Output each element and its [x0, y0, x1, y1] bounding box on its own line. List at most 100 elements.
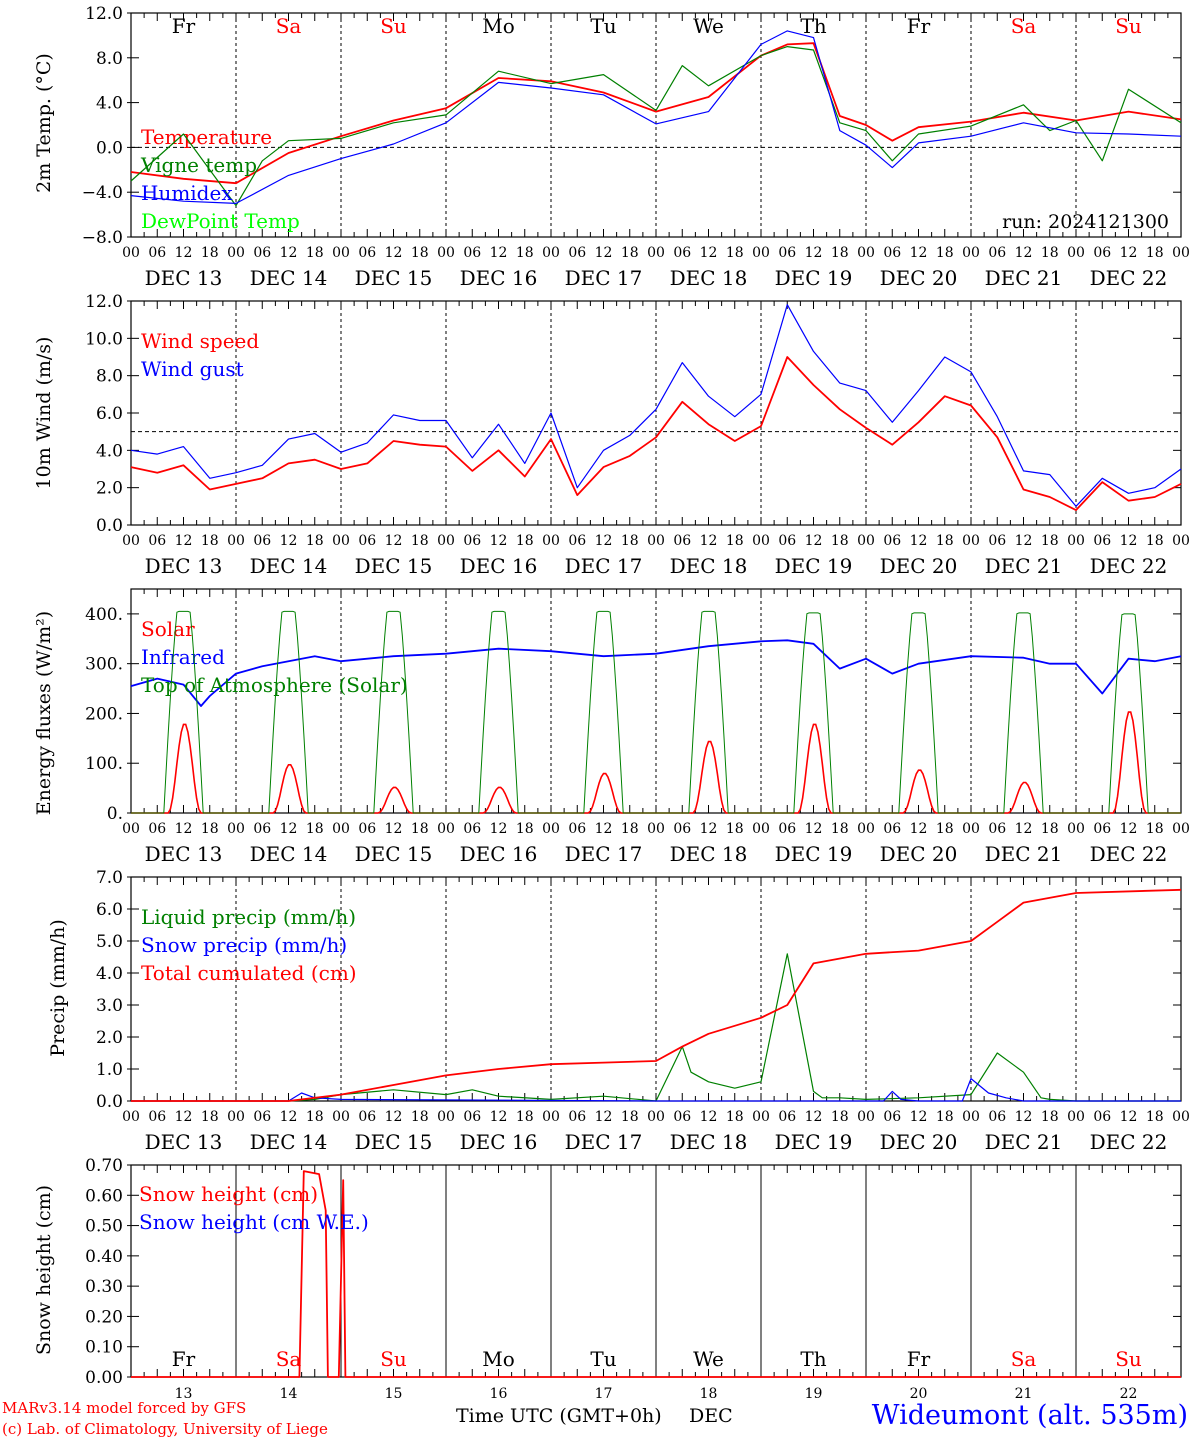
hour-tick-label: 00 [437, 245, 455, 261]
hour-tick-label: 00 [857, 821, 875, 837]
hour-tick-label: 12 [280, 533, 298, 549]
date-label: DEC 22 [1090, 554, 1168, 578]
hour-tick-label: 06 [358, 821, 376, 837]
hour-tick-label: 00 [542, 821, 560, 837]
hour-tick-label: 12 [175, 1109, 193, 1125]
date-label: DEC 14 [250, 1130, 328, 1154]
weekday-label: Su [1115, 14, 1142, 38]
weekday-label: Mo [482, 1347, 515, 1371]
hour-tick-label: 00 [1172, 533, 1190, 549]
hour-tick-label: 18 [621, 245, 639, 261]
hour-tick-label: 18 [411, 245, 429, 261]
hour-tick-label: 06 [148, 1109, 166, 1125]
legend-entry: Total cumulated (cm) [141, 961, 357, 985]
y-tick-label: 0.10 [85, 1338, 123, 1358]
hour-tick-label: 12 [280, 1109, 298, 1125]
hour-tick-label: 18 [306, 245, 324, 261]
hour-tick-label: 18 [1146, 245, 1164, 261]
date-label: DEC 14 [250, 842, 328, 866]
hour-tick-label: 00 [1067, 1109, 1085, 1125]
hour-tick-label: 18 [201, 245, 219, 261]
hour-tick-label: 12 [1015, 821, 1033, 837]
y-tick-label: 3.0 [96, 996, 123, 1016]
run-label: run: 2024121300 [1002, 211, 1169, 233]
day-number-label: 13 [175, 1386, 193, 1402]
hour-tick-label: 12 [175, 821, 193, 837]
panel-1: 12.0 8.0 4.0 0.0 −4.0 −8.0 2m Temp. (°C) 00 06 12… [33, 4, 1190, 290]
hour-tick-label: 18 [516, 821, 534, 837]
hour-tick-label: 06 [253, 1109, 271, 1125]
hour-tick-label: 00 [647, 245, 665, 261]
hour-tick-label: 06 [673, 245, 691, 261]
hour-tick-label: 06 [358, 245, 376, 261]
hour-tick-label: 12 [1120, 245, 1138, 261]
date-label: DEC 20 [880, 1130, 958, 1154]
hour-tick-label: 12 [805, 245, 823, 261]
y-axis-label: Snow height (cm) [33, 1185, 55, 1355]
date-label: DEC 19 [775, 1130, 853, 1154]
legend-entry: DewPoint Temp [141, 209, 300, 233]
hour-tick-label: 18 [936, 245, 954, 261]
hour-tick-label: 18 [516, 1109, 534, 1125]
hour-tick-label: 12 [700, 245, 718, 261]
date-label: DEC 20 [880, 266, 958, 290]
hour-tick-label: 12 [910, 1109, 928, 1125]
date-label: DEC 18 [670, 842, 748, 866]
panel-frame [130, 12, 1182, 238]
date-label: DEC 16 [460, 842, 538, 866]
legend-entry: Wind speed [141, 329, 259, 353]
hour-tick-label: 00 [1172, 1109, 1190, 1125]
hour-tick-label: 00 [332, 821, 350, 837]
weekday-label: Sa [276, 1347, 302, 1371]
hour-tick-label: 18 [1146, 1109, 1164, 1125]
series-liquid-precip-mm-h [131, 953, 1181, 1102]
date-label: DEC 22 [1090, 266, 1168, 290]
weekday-label: Sa [276, 14, 302, 38]
hour-tick-label: 06 [463, 245, 481, 261]
legend-entry: Temperature [141, 125, 272, 149]
hour-tick-label: 00 [122, 821, 140, 837]
y-tick-label: 6.0 [96, 404, 123, 424]
day-number-label: 17 [595, 1386, 613, 1402]
y-tick-label: 4.0 [96, 441, 123, 461]
series-wind-speed [130, 356, 1182, 512]
hour-tick-label: 06 [568, 821, 586, 837]
legend-entry: Wind gust [141, 357, 244, 381]
y-tick-label: 2.0 [96, 1028, 123, 1048]
hour-tick-label: 12 [490, 533, 508, 549]
series-snow-precip-mm-h [131, 1077, 1181, 1102]
footer-xlabel: Time UTC (GMT+0h) [456, 1405, 662, 1427]
hour-tick-label: 00 [962, 533, 980, 549]
hour-tick-label: 18 [726, 533, 744, 549]
hour-tick-label: 00 [542, 1109, 560, 1125]
legend-entry: Humidex [141, 181, 233, 205]
y-tick-label: 0.0 [96, 1092, 123, 1112]
hour-tick-label: 18 [411, 821, 429, 837]
hour-tick-label: 00 [542, 533, 560, 549]
hour-tick-label: 06 [148, 533, 166, 549]
hour-tick-label: 18 [411, 1109, 429, 1125]
hour-tick-label: 00 [752, 533, 770, 549]
hour-tick-label: 00 [647, 821, 665, 837]
weekday-label: Fr [907, 1347, 931, 1371]
hour-tick-label: 00 [647, 533, 665, 549]
hour-tick-label: 18 [306, 1109, 324, 1125]
y-tick-label: 6.0 [96, 900, 123, 920]
date-label: DEC 21 [985, 554, 1063, 578]
hour-tick-label: 06 [673, 821, 691, 837]
series-infrared [130, 639, 1182, 707]
hour-tick-label: 12 [490, 245, 508, 261]
hour-tick-label: 18 [936, 533, 954, 549]
hour-tick-label: 12 [910, 533, 928, 549]
hour-tick-label: 06 [568, 245, 586, 261]
weekday-label: Th [800, 1347, 826, 1371]
hour-tick-label: 06 [1093, 1109, 1111, 1125]
hour-tick-label: 00 [752, 821, 770, 837]
hour-tick-label: 18 [201, 533, 219, 549]
weekday-label: We [693, 1347, 724, 1371]
hour-tick-label: 00 [1172, 245, 1190, 261]
hour-tick-label: 06 [883, 821, 901, 837]
hour-tick-label: 00 [1067, 821, 1085, 837]
weekday-label: Tu [590, 14, 616, 38]
hour-tick-label: 00 [962, 245, 980, 261]
